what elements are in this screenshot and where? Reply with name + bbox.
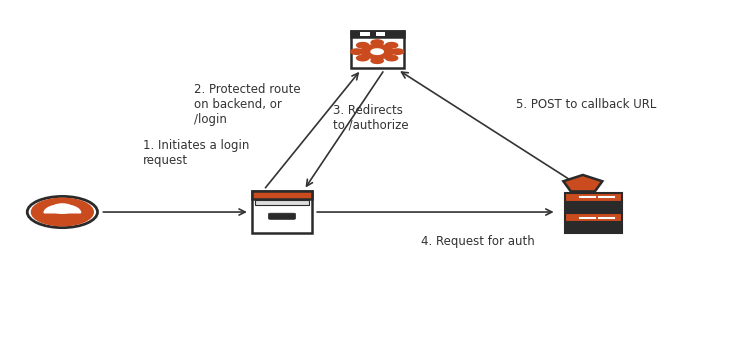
Circle shape bbox=[391, 49, 403, 54]
Circle shape bbox=[385, 43, 397, 48]
Bar bbox=[252, 191, 312, 199]
Bar bbox=[252, 191, 312, 233]
Circle shape bbox=[356, 55, 369, 61]
Bar bbox=[351, 31, 403, 37]
Bar bbox=[376, 33, 385, 36]
Circle shape bbox=[361, 45, 393, 59]
Text: 4. Request for auth: 4. Request for auth bbox=[421, 235, 535, 248]
Text: 3. Redirects
to /authorize: 3. Redirects to /authorize bbox=[333, 104, 409, 132]
Circle shape bbox=[371, 40, 383, 45]
Bar bbox=[351, 31, 403, 68]
Polygon shape bbox=[563, 175, 602, 191]
Text: 2. Protected route
on backend, or
/login: 2. Protected route on backend, or /login bbox=[194, 83, 301, 126]
Circle shape bbox=[52, 204, 73, 213]
Circle shape bbox=[371, 49, 383, 54]
Text: 1. Initiates a login
request: 1. Initiates a login request bbox=[143, 139, 249, 167]
FancyBboxPatch shape bbox=[268, 213, 296, 219]
Wedge shape bbox=[44, 205, 81, 213]
Bar bbox=[565, 213, 622, 222]
Bar bbox=[255, 200, 309, 206]
Circle shape bbox=[385, 55, 397, 61]
Text: 5. POST to callback URL: 5. POST to callback URL bbox=[516, 98, 657, 111]
Circle shape bbox=[31, 198, 93, 226]
Bar bbox=[360, 33, 370, 36]
Bar bbox=[565, 203, 622, 212]
Bar bbox=[565, 192, 622, 202]
Circle shape bbox=[350, 49, 363, 54]
Bar bbox=[565, 224, 622, 233]
Circle shape bbox=[371, 58, 383, 63]
Circle shape bbox=[356, 43, 369, 48]
Circle shape bbox=[27, 197, 98, 228]
